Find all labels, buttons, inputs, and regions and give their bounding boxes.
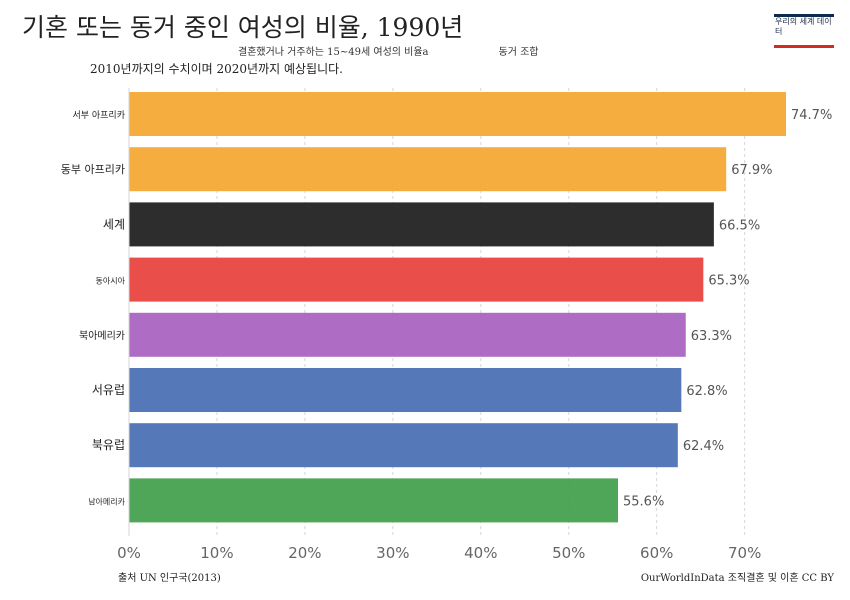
license-note: OurWorldInData 조직결혼 및 이혼 CC BY [640, 573, 834, 584]
bar[interactable] [129, 312, 686, 357]
category-label: 남아메리카 [88, 496, 125, 506]
x-tick-label: 0% [117, 544, 141, 562]
source-note: 출처 UN 인구국(2013) [118, 573, 221, 584]
x-tick-label: 60% [640, 544, 673, 562]
owid-logo[interactable]: 우리의 세계 데이터 [774, 14, 834, 48]
x-tick-label: 70% [728, 544, 761, 562]
bar[interactable] [129, 478, 619, 523]
bar-value-label: 67.9% [731, 163, 772, 178]
x-tick-label: 10% [200, 544, 233, 562]
x-tick-label: 50% [552, 544, 585, 562]
chart-title: 기혼 또는 동거 중인 여성의 비율, 1990년 [22, 13, 464, 42]
bar-value-label: 65.3% [708, 274, 749, 289]
bar[interactable] [129, 202, 714, 247]
category-label: 북유럽 [92, 438, 125, 452]
bar-value-label: 62.8% [686, 384, 727, 399]
subtitle-part-b: 동거 조합 [498, 47, 539, 58]
category-label: 북아메리카 [79, 330, 125, 342]
bar-value-label: 74.7% [791, 108, 832, 123]
logo-bottom-stripe [774, 45, 834, 48]
bar[interactable] [129, 92, 786, 136]
chart-subtitle-line1: 결혼했거나 거주하는 15~49세 여성의 비율a 동거 조합 [238, 43, 539, 58]
category-label: 서유럽 [92, 383, 125, 397]
subtitle-part-a: 결혼했거나 거주하는 15~49세 여성의 비율a [238, 47, 429, 58]
logo-top-stripe [774, 14, 834, 17]
x-tick-label: 20% [288, 544, 321, 562]
x-tick-label: 40% [464, 544, 497, 562]
bar-value-label: 66.5% [719, 218, 760, 233]
bar-value-label: 63.3% [691, 329, 732, 344]
category-label: 동아시아 [96, 276, 126, 286]
x-tick-label: 30% [376, 544, 409, 562]
bar[interactable] [129, 257, 704, 302]
bar-value-label: 62.4% [683, 439, 724, 454]
bar[interactable] [129, 423, 678, 468]
chart-subtitle-line2: 2010년까지의 수치이며 2020년까지 예상됩니다. [90, 62, 343, 76]
category-label: 서부 아프리카 [72, 110, 125, 121]
category-label: 동부 아프리카 [61, 163, 125, 176]
bar-value-label: 55.6% [623, 494, 664, 509]
bar[interactable] [129, 368, 682, 412]
bar[interactable] [129, 147, 727, 192]
logo-text: 우리의 세계 데이터 [775, 17, 832, 36]
category-label: 세계 [103, 217, 125, 231]
